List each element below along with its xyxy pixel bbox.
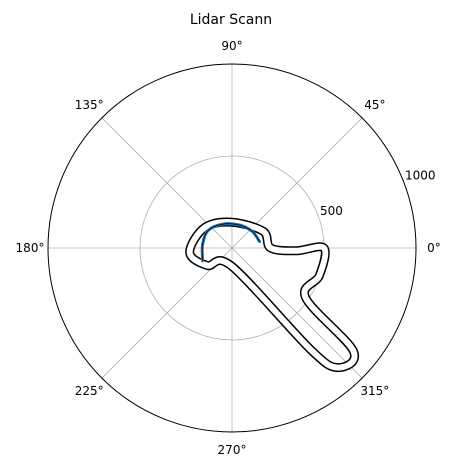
tick-labels: 0° 45° 90° 135° 180° 225° 270° 315° 500 1000 — [16, 39, 441, 457]
theta-tick-label: 225° — [75, 384, 104, 398]
r-tick-label: 1000 — [405, 169, 436, 183]
lidar-trace-core — [186, 219, 358, 371]
theta-tick-label: 180° — [16, 241, 45, 255]
lidar-traces — [185, 217, 360, 373]
lidar-near-arc — [200, 222, 262, 263]
lidar-near-arc-edge — [201, 223, 260, 261]
theta-tick-label: 135° — [75, 98, 104, 112]
theta-tick-label: 315° — [360, 384, 389, 398]
r-tick-label: 500 — [320, 204, 343, 218]
theta-tick-label: 45° — [364, 98, 385, 112]
polar-grid — [48, 64, 416, 432]
polar-frame — [47, 63, 417, 433]
theta-tick-label: 270° — [218, 443, 247, 457]
chart-title: Lidar Scann — [190, 12, 272, 28]
theta-tick-label: 90° — [221, 39, 242, 53]
theta-tick-label: 0° — [427, 241, 441, 255]
